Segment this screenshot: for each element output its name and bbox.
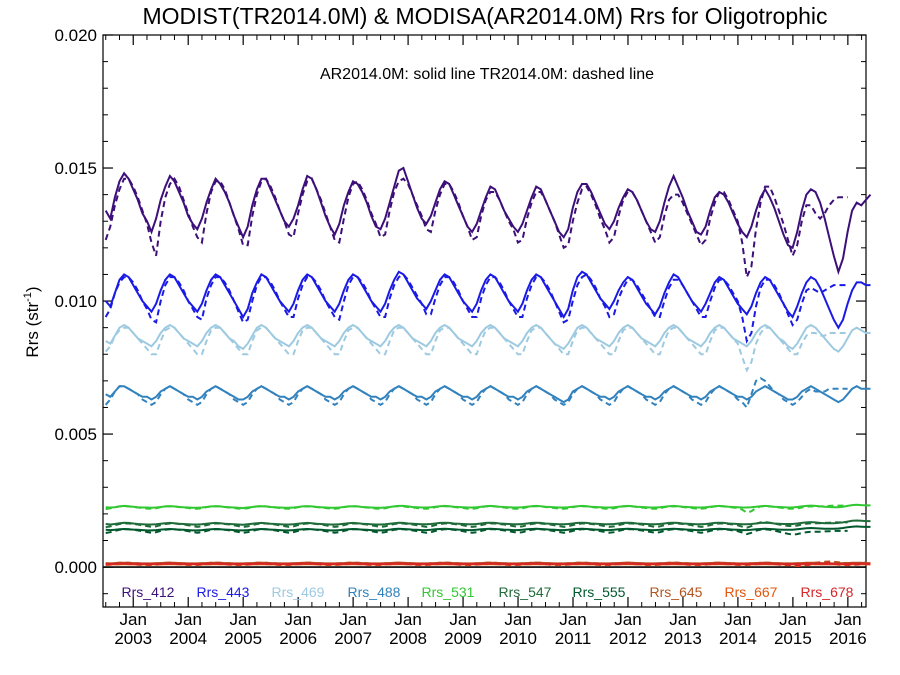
series-lines: [104, 166, 872, 568]
x-tick-year-label: 2009: [444, 629, 482, 648]
x-tick-month-label: Jan: [449, 610, 476, 629]
y-tick-label: 0.000: [54, 558, 97, 577]
legend-entry-rrs-555: Rrs_555: [573, 584, 626, 600]
legend-entry-rrs-645: Rrs_645: [650, 584, 703, 600]
y-tick-label: 0.015: [54, 159, 97, 178]
legend-entry-rrs-547: Rrs_547: [499, 584, 552, 600]
x-tick-month-label: Jan: [504, 610, 531, 629]
x-tick-month-label: Jan: [614, 610, 641, 629]
y-axis-label: Rrs (str-1): [22, 286, 42, 357]
series-line-dashed-rrs-443: [104, 273, 848, 344]
y-axis-ticks: 0.000 0.005 0.010 0.015 0.020: [54, 26, 866, 595]
series-line-solid-rrs-469: [105, 323, 871, 353]
x-tick-year-label: 2015: [774, 629, 812, 648]
x-tick-month-label: Jan: [394, 610, 421, 629]
x-tick-year-label: 2012: [609, 629, 647, 648]
y-axis-label-close: ): [23, 286, 42, 292]
x-tick-month-label: Jan: [559, 610, 586, 629]
chart-title: MODIST(TR2014.0M) & MODISA(AR2014.0M) Rr…: [142, 3, 827, 29]
x-tick-month-label: Jan: [339, 610, 366, 629]
x-tick-year-label: 2016: [829, 629, 867, 648]
legend-entry-rrs-469: Rrs_469: [272, 584, 325, 600]
x-tick-month-label: Jan: [229, 610, 256, 629]
x-tick-month-label: Jan: [834, 610, 861, 629]
x-tick-month-label: Jan: [284, 610, 311, 629]
x-tick-month-label: Jan: [174, 610, 201, 629]
x-tick-month-label: Jan: [669, 610, 696, 629]
series-line-solid-rrs-443: [104, 270, 871, 330]
legend-entry-rrs-488: Rrs_488: [348, 584, 401, 600]
x-tick-year-label: 2013: [664, 629, 702, 648]
x-tick-year-label: 2008: [389, 629, 427, 648]
series-line-dashed-rrs-488: [104, 377, 848, 410]
x-tick-year-label: 2006: [279, 629, 317, 648]
legend-entry-rrs-443: Rrs_443: [197, 584, 250, 600]
legend: Rrs_412 Rrs_443 Rrs_469 Rrs_488 Rrs_531 Rrs_5…: [122, 584, 854, 600]
y-tick-label: 0.005: [54, 425, 97, 444]
series-line-solid-rrs-488: [105, 385, 871, 404]
x-tick-year-label: 2005: [224, 629, 262, 648]
line-style-note: AR2014.0M: solid line TR2014.0M: dashed …: [320, 66, 654, 83]
series-line-solid-rrs-412: [104, 166, 872, 276]
series-line-dashed-rrs-469: [104, 326, 848, 373]
x-tick-month-label: Jan: [120, 610, 147, 629]
plot-frame: [102, 34, 867, 608]
legend-entry-rrs-531: Rrs_531: [422, 584, 475, 600]
y-axis-label-superscript: -1: [22, 292, 34, 302]
y-tick-label: 0.010: [54, 292, 97, 311]
legend-entry-rrs-412: Rrs_412: [122, 584, 175, 600]
x-tick-year-label: 2014: [719, 629, 757, 648]
x-tick-year-label: 2004: [169, 629, 207, 648]
legend-entry-rrs-667: Rrs_667: [725, 584, 778, 600]
series-line-solid-rrs-531: [105, 503, 871, 510]
series-line-solid-rrs-555: [105, 525, 871, 532]
x-axis-ticks: Jan2003Jan2004Jan2005Jan2006Jan2007Jan20…: [105, 35, 867, 648]
series-line-solid-rrs-547: [105, 519, 871, 526]
x-tick-year-label: 2003: [114, 629, 152, 648]
x-tick-month-label: Jan: [724, 610, 751, 629]
x-tick-year-label: 2011: [555, 629, 592, 648]
y-axis-label-text: Rrs (str: [23, 302, 42, 358]
x-tick-year-label: 2007: [334, 629, 372, 648]
series-line-dashed-rrs-412: [104, 176, 848, 281]
x-tick-year-label: 2010: [499, 629, 537, 648]
x-tick-month-label: Jan: [779, 610, 806, 629]
legend-entry-rrs-678: Rrs_678: [801, 584, 854, 600]
y-tick-label: 0.020: [54, 26, 97, 45]
